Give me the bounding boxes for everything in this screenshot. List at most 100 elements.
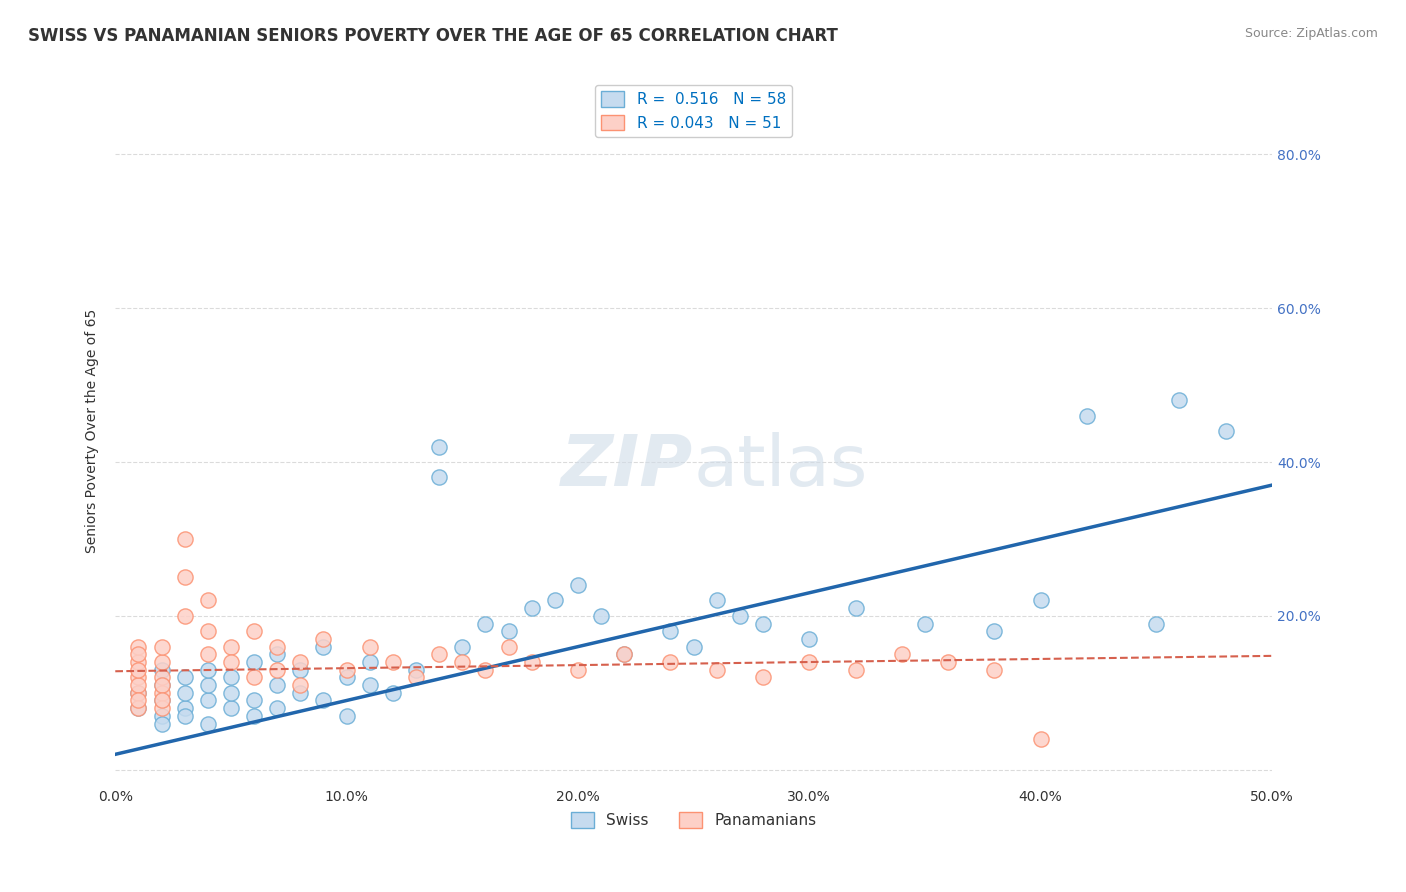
Point <box>173 608 195 623</box>
Point <box>243 624 266 639</box>
Point <box>845 601 868 615</box>
Legend: Swiss, Panamanians: Swiss, Panamanians <box>565 805 823 834</box>
Point <box>544 593 567 607</box>
Point <box>173 570 195 584</box>
Point <box>197 678 219 692</box>
Point <box>127 663 149 677</box>
Point <box>1215 424 1237 438</box>
Point <box>799 632 821 646</box>
Point <box>1076 409 1098 423</box>
Point <box>243 693 266 707</box>
Point <box>266 678 288 692</box>
Point <box>520 655 543 669</box>
Point <box>219 640 242 654</box>
Point <box>173 670 195 684</box>
Point <box>498 640 520 654</box>
Point <box>405 663 427 677</box>
Point <box>706 593 728 607</box>
Point <box>336 670 359 684</box>
Point <box>197 663 219 677</box>
Point <box>359 640 381 654</box>
Text: Source: ZipAtlas.com: Source: ZipAtlas.com <box>1244 27 1378 40</box>
Point <box>150 693 173 707</box>
Point <box>845 663 868 677</box>
Point <box>150 663 173 677</box>
Point <box>520 601 543 615</box>
Point <box>427 648 450 662</box>
Text: ZIP: ZIP <box>561 432 693 501</box>
Point <box>613 648 636 662</box>
Point <box>1029 731 1052 746</box>
Point <box>682 640 704 654</box>
Point <box>1168 393 1191 408</box>
Point <box>706 663 728 677</box>
Point <box>613 648 636 662</box>
Point <box>127 701 149 715</box>
Point <box>127 670 149 684</box>
Point <box>312 693 335 707</box>
Point <box>1144 616 1167 631</box>
Point <box>799 655 821 669</box>
Point <box>266 663 288 677</box>
Point <box>150 701 173 715</box>
Point <box>197 593 219 607</box>
Point <box>451 640 474 654</box>
Text: atlas: atlas <box>693 432 868 501</box>
Point <box>381 655 404 669</box>
Point <box>150 693 173 707</box>
Point <box>567 663 589 677</box>
Point <box>150 686 173 700</box>
Point <box>312 640 335 654</box>
Point <box>197 648 219 662</box>
Point <box>312 632 335 646</box>
Point <box>890 648 912 662</box>
Point <box>150 678 173 692</box>
Point <box>197 693 219 707</box>
Point <box>197 624 219 639</box>
Point <box>150 709 173 723</box>
Point <box>290 663 312 677</box>
Point <box>243 655 266 669</box>
Point <box>359 655 381 669</box>
Point <box>266 701 288 715</box>
Point <box>127 686 149 700</box>
Point <box>983 624 1005 639</box>
Point <box>752 616 775 631</box>
Point <box>197 716 219 731</box>
Y-axis label: Seniors Poverty Over the Age of 65: Seniors Poverty Over the Age of 65 <box>86 310 100 553</box>
Point <box>127 686 149 700</box>
Point <box>983 663 1005 677</box>
Point <box>243 670 266 684</box>
Point <box>127 701 149 715</box>
Point <box>219 686 242 700</box>
Point <box>150 655 173 669</box>
Point <box>266 640 288 654</box>
Point <box>266 648 288 662</box>
Point <box>219 655 242 669</box>
Point <box>150 716 173 731</box>
Point <box>290 686 312 700</box>
Point <box>173 709 195 723</box>
Point <box>290 678 312 692</box>
Point <box>474 616 496 631</box>
Point <box>127 655 149 669</box>
Point <box>150 678 173 692</box>
Point <box>659 624 682 639</box>
Point <box>451 655 474 669</box>
Point <box>127 678 149 692</box>
Point <box>336 709 359 723</box>
Point <box>427 470 450 484</box>
Point <box>474 663 496 677</box>
Point <box>752 670 775 684</box>
Point <box>728 608 751 623</box>
Point <box>173 701 195 715</box>
Point <box>290 655 312 669</box>
Point <box>427 440 450 454</box>
Point <box>936 655 959 669</box>
Point <box>591 608 613 623</box>
Point <box>567 578 589 592</box>
Point <box>243 709 266 723</box>
Point <box>150 670 173 684</box>
Point <box>1029 593 1052 607</box>
Text: SWISS VS PANAMANIAN SENIORS POVERTY OVER THE AGE OF 65 CORRELATION CHART: SWISS VS PANAMANIAN SENIORS POVERTY OVER… <box>28 27 838 45</box>
